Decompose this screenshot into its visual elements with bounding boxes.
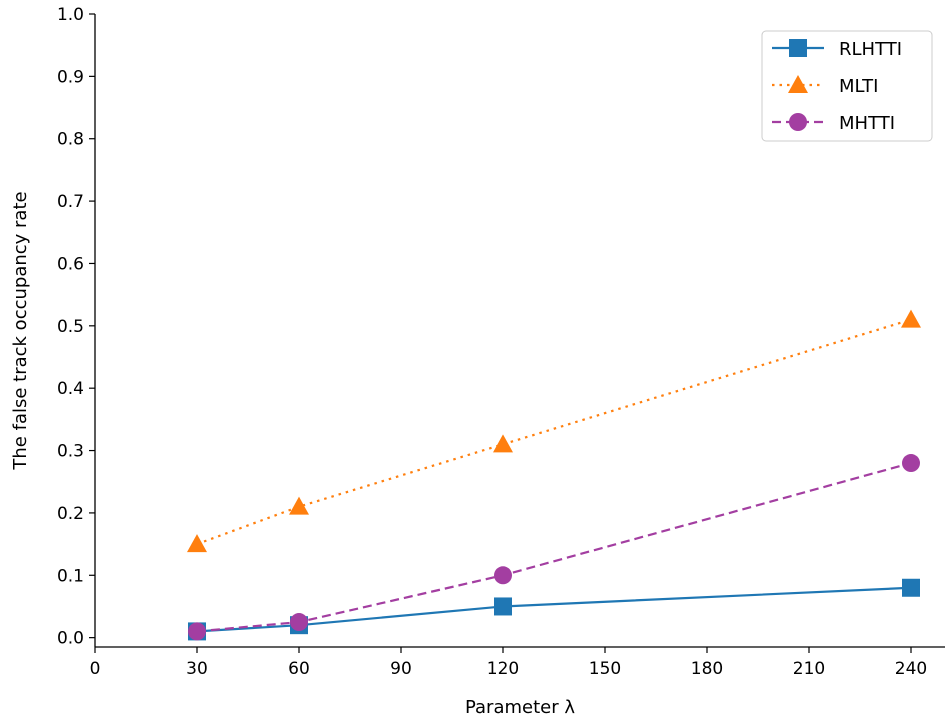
y-tick-label: 1.0 [57, 5, 84, 25]
y-tick-label: 0.3 [57, 442, 84, 462]
y-tick-label: 0.8 [57, 130, 84, 150]
y-tick-label: 0.1 [57, 566, 84, 586]
data-point-rlhtti [494, 597, 512, 616]
data-point-mhtti [290, 613, 308, 632]
series-mlti [187, 309, 921, 553]
y-tick-label: 0.4 [57, 379, 84, 399]
x-tick-label: 180 [691, 659, 723, 679]
legend-box [761, 30, 933, 142]
x-tick-label: 120 [487, 659, 519, 679]
x-tick-label: 90 [390, 659, 412, 679]
data-point-mlti [187, 534, 207, 553]
x-tick-label: 240 [895, 659, 927, 679]
y-tick-label: 0.7 [57, 192, 84, 212]
legend-label-mlti: MLTI [839, 76, 878, 97]
y-tick-label: 0.9 [57, 67, 84, 87]
x-tick-label: 60 [288, 659, 310, 679]
data-point-mhtti [902, 454, 920, 473]
x-tick-label: 0 [90, 659, 101, 679]
series-layer [187, 309, 921, 641]
legend-marker-mlti [788, 75, 808, 93]
series-mhtti [188, 454, 920, 641]
legend-entry-mhtti: MHTTI [772, 113, 895, 134]
series-line-mhtti [196, 461, 912, 633]
y-tick-label: 0.0 [57, 629, 84, 649]
y-tick-label: 0.2 [57, 504, 84, 524]
data-point-mlti [901, 309, 921, 328]
series-rlhtti [188, 578, 920, 641]
data-point-rlhtti [902, 578, 920, 597]
legend-entry-rlhtti: RLHTTI [772, 39, 902, 60]
y-ticks: 0.0 0.1 0.2 0.3 0.4 0.5 0.6 0.7 0.8 0.9 1.0 [57, 5, 95, 649]
legend: RLHTTI MLTI MHTTI [761, 30, 933, 142]
x-tick-label: 150 [589, 659, 621, 679]
legend-label-mhtti: MHTTI [839, 113, 895, 134]
series-line-rlhtti [196, 586, 912, 633]
y-tick-label: 0.6 [57, 254, 84, 274]
legend-marker-rlhtti [789, 39, 807, 57]
legend-marker-mhtti [789, 113, 807, 131]
series-line-mlti [196, 318, 912, 546]
legend-entry-mlti: MLTI [772, 75, 878, 97]
x-tick-label: 30 [186, 659, 208, 679]
x-axis-label: Parameter λ [465, 697, 575, 718]
data-point-mhtti [188, 622, 206, 641]
data-point-mhtti [494, 566, 512, 585]
data-point-mlti [493, 434, 513, 453]
x-ticks: 0 30 60 90 120 150 180 210 240 [90, 647, 927, 679]
data-point-mlti [289, 496, 309, 515]
axes-layer: 0 30 60 90 120 150 180 210 240 0.00.10.20.30.40.… [10, 5, 945, 718]
y-axis-label: The false track occupancy rate [10, 191, 31, 470]
legend-label-rlhtti: RLHTTI [839, 39, 902, 60]
y-tick-label: 0.5 [57, 317, 84, 337]
x-tick-label: 210 [793, 659, 825, 679]
